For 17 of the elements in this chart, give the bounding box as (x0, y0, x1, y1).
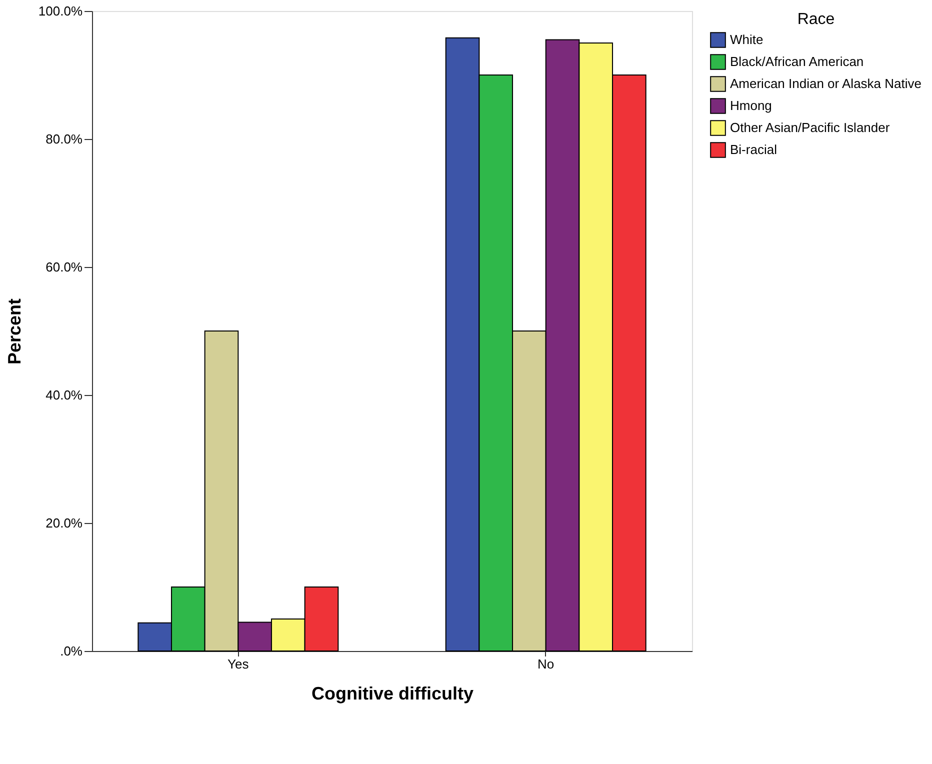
y-tick-label: 100.0% (38, 4, 83, 18)
legend-label: American Indian or Alaska Native (730, 76, 922, 91)
x-tick-label: Yes (228, 656, 250, 672)
y-tick-label: .0% (60, 644, 83, 658)
legend-label: White (730, 32, 764, 47)
y-axis-title: Percent (4, 298, 24, 365)
legend-label: Other Asian/Pacific Islander (730, 120, 890, 135)
legend-title: Race (797, 11, 835, 28)
y-tick-label: 80.0% (46, 132, 83, 146)
y-tick-label: 40.0% (46, 388, 83, 402)
legend-label: Black/African American (730, 54, 864, 69)
y-tick-label: 60.0% (46, 260, 83, 274)
y-tick-label: 20.0% (46, 516, 83, 530)
x-tick-label: No (538, 656, 554, 672)
legend-label: Hmong (730, 98, 772, 113)
legend-label: Bi-racial (730, 142, 778, 157)
x-axis-title: Cognitive difficulty (312, 684, 474, 704)
